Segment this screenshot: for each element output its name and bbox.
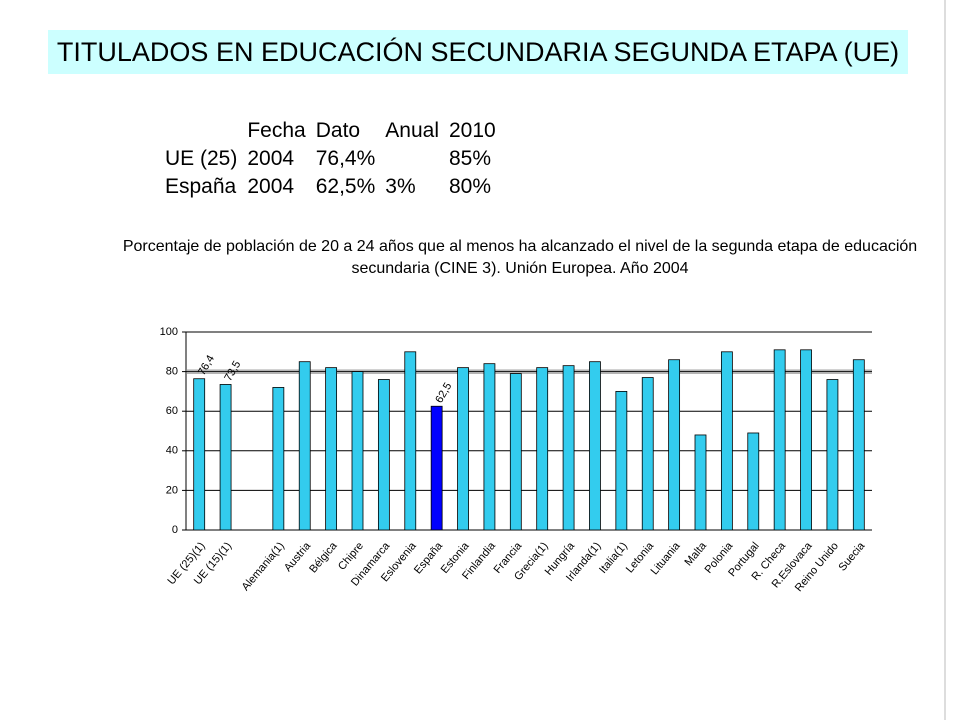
edge xyxy=(944,0,946,720)
bar xyxy=(193,378,206,531)
table-header: Fecha Dato Anual 2010 xyxy=(165,117,506,145)
y-tick-label: 0 xyxy=(172,524,178,536)
bar xyxy=(641,377,654,531)
x-tick-label: Bélgica xyxy=(307,539,340,575)
y-tick-label: 40 xyxy=(166,445,178,457)
cell: 2004 xyxy=(247,175,295,198)
table-row: UE (25) 2004 76,4% 85% xyxy=(165,145,506,173)
bar xyxy=(430,405,443,531)
bar xyxy=(298,361,311,531)
bar xyxy=(668,359,681,531)
bar xyxy=(747,432,760,531)
table: Fecha Dato Anual 2010 UE (25) 2004 76,4%… xyxy=(165,117,506,201)
cell: 3% xyxy=(385,175,416,198)
y-tick-label: 60 xyxy=(166,405,178,417)
bar xyxy=(351,371,364,531)
cell: 2004 xyxy=(247,147,295,170)
header-title: TITULADOS EN EDUCACIÓN SECUNDARIA SEGUND… xyxy=(48,30,908,74)
bar xyxy=(325,367,338,531)
bar xyxy=(852,359,865,531)
bar xyxy=(536,367,549,531)
cell: 76,4% xyxy=(315,147,376,170)
bar xyxy=(800,349,812,531)
chart-title: Porcentaje de población de 20 a 24 años … xyxy=(122,238,918,277)
bar xyxy=(615,390,628,531)
data-label: 62,5 xyxy=(433,381,454,406)
bar xyxy=(694,434,707,531)
x-tick-label: Italia(1) xyxy=(597,540,630,576)
bar xyxy=(720,351,733,531)
bar xyxy=(272,387,285,531)
col-header: Anual xyxy=(385,119,439,142)
col-header: Fecha xyxy=(247,119,306,142)
x-tick-label: Alemania(1) xyxy=(240,540,287,593)
bar xyxy=(562,365,575,531)
col-header: Dato xyxy=(315,119,361,142)
bar xyxy=(219,384,232,531)
bar xyxy=(483,363,496,531)
cell: 62,5% xyxy=(315,175,376,198)
bar xyxy=(826,379,839,531)
cell: 85% xyxy=(449,147,492,170)
x-tick-label: Suecia xyxy=(837,539,868,573)
col-header: 2010 xyxy=(449,119,496,142)
y-tick-label: 20 xyxy=(166,484,178,496)
row-label: España xyxy=(165,175,237,198)
y-tick-label: 100 xyxy=(160,326,178,338)
bar xyxy=(404,351,417,531)
bar xyxy=(589,361,601,531)
cell: 80% xyxy=(449,175,492,198)
bar xyxy=(377,379,390,531)
bar xyxy=(509,373,522,531)
bar xyxy=(457,367,469,531)
data-label: 76,4 xyxy=(196,353,217,378)
y-tick-label: 80 xyxy=(166,366,178,378)
bar xyxy=(773,349,786,531)
row-label: UE (25) xyxy=(165,147,238,170)
table-row: España 2004 62,5% 3% 80% xyxy=(165,173,506,201)
x-tick-label: Lituania xyxy=(649,539,684,577)
